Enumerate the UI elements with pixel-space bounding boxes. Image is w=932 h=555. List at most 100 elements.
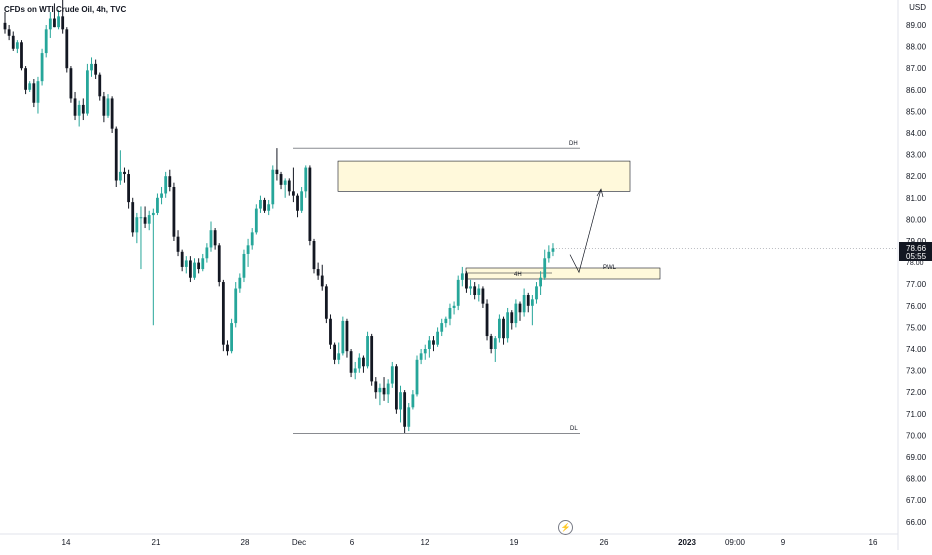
candle bbox=[139, 206, 143, 270]
candle bbox=[11, 31, 15, 51]
candle-body bbox=[448, 307, 452, 319]
candle bbox=[304, 165, 308, 198]
candle bbox=[341, 316, 345, 356]
candle-body bbox=[316, 269, 320, 276]
candle-body bbox=[114, 128, 118, 181]
candle bbox=[407, 403, 411, 432]
candle-body bbox=[3, 22, 7, 30]
candle-body bbox=[362, 357, 365, 367]
dh-label: DH bbox=[569, 141, 578, 147]
candle bbox=[514, 299, 518, 328]
candle-body bbox=[308, 167, 312, 241]
candle-body bbox=[386, 383, 390, 395]
time-tick-label: 26 bbox=[600, 538, 609, 547]
candle bbox=[337, 342, 341, 365]
price-tick-label: 81.00 bbox=[906, 194, 927, 203]
candle-body bbox=[217, 245, 221, 283]
candle-body bbox=[246, 245, 250, 254]
candle-body bbox=[61, 16, 65, 30]
candle-body bbox=[366, 336, 369, 367]
partial-price-tick: 78.00 bbox=[906, 260, 924, 267]
candle bbox=[259, 195, 262, 213]
candle-body bbox=[143, 217, 147, 224]
candle bbox=[460, 266, 464, 287]
candle-body bbox=[98, 74, 102, 97]
candle-body bbox=[254, 208, 258, 233]
supply-zone[interactable] bbox=[337, 160, 631, 192]
candle-body bbox=[193, 262, 196, 278]
candle bbox=[123, 167, 126, 183]
candle bbox=[44, 25, 48, 58]
candle bbox=[423, 344, 427, 360]
candle bbox=[81, 98, 85, 121]
pwl-label: PWL bbox=[603, 265, 617, 271]
candle-body bbox=[287, 180, 291, 192]
demand-zone[interactable] bbox=[465, 267, 661, 280]
candle-body bbox=[283, 180, 287, 185]
candle bbox=[135, 212, 139, 244]
candle bbox=[279, 171, 283, 190]
candle-body bbox=[24, 68, 27, 90]
candle bbox=[452, 301, 456, 315]
currency-label: USD bbox=[909, 3, 926, 12]
price-tick-label: 85.00 bbox=[906, 107, 927, 116]
candle bbox=[193, 258, 196, 280]
candle-body bbox=[390, 366, 394, 384]
candle-body bbox=[526, 295, 530, 306]
dl-label: DL bbox=[570, 426, 578, 432]
candle bbox=[547, 245, 551, 263]
last-price-tag[interactable] bbox=[899, 242, 932, 261]
time-tick-label: 6 bbox=[350, 538, 355, 547]
candle bbox=[254, 204, 258, 235]
candle-body bbox=[551, 248, 555, 252]
candle-body bbox=[131, 202, 135, 233]
candle bbox=[320, 264, 324, 291]
candle-body bbox=[341, 320, 345, 354]
candle-body bbox=[209, 230, 213, 248]
candle bbox=[296, 193, 299, 218]
candle-body bbox=[498, 318, 501, 339]
candle bbox=[40, 48, 44, 86]
candle bbox=[114, 126, 118, 187]
candle bbox=[477, 284, 481, 302]
candle-body bbox=[90, 63, 93, 71]
candle-body bbox=[329, 318, 332, 345]
candle bbox=[271, 165, 275, 209]
price-tick-label: 71.00 bbox=[906, 410, 927, 419]
price-tick-label: 67.00 bbox=[906, 496, 927, 505]
candle-body bbox=[189, 260, 192, 278]
candle bbox=[444, 316, 448, 328]
candle bbox=[324, 284, 328, 324]
candle bbox=[110, 96, 114, 133]
price-tick-label: 69.00 bbox=[906, 453, 927, 462]
price-tick-label: 89.00 bbox=[906, 21, 927, 30]
candle bbox=[370, 333, 374, 386]
candle-body bbox=[118, 171, 122, 181]
projection-path[interactable] bbox=[569, 189, 602, 274]
candle-body bbox=[164, 176, 168, 194]
candle bbox=[201, 253, 205, 272]
annotation-labels: DH DL PWL 4H bbox=[514, 141, 617, 432]
candle-body bbox=[296, 195, 299, 211]
candle-body bbox=[197, 262, 201, 270]
candle-body bbox=[69, 68, 73, 99]
candle bbox=[465, 271, 468, 293]
candle-body bbox=[535, 286, 538, 300]
candle bbox=[382, 377, 386, 401]
candle bbox=[90, 57, 93, 77]
candle-body bbox=[539, 277, 542, 287]
lightning-icon[interactable]: ⚡ bbox=[558, 520, 573, 535]
candle bbox=[390, 361, 394, 388]
candle-body bbox=[432, 340, 435, 345]
candle bbox=[94, 59, 98, 79]
candle-body bbox=[510, 312, 514, 324]
candle-body bbox=[399, 392, 402, 410]
candle-body bbox=[151, 212, 155, 216]
chart-title: CFDs on WTI Crude Oil, 4h, TVC bbox=[4, 5, 127, 14]
candle-body bbox=[324, 286, 328, 319]
candle bbox=[403, 390, 407, 434]
zone-4h-label: 4H bbox=[514, 272, 522, 278]
candle bbox=[176, 230, 180, 257]
